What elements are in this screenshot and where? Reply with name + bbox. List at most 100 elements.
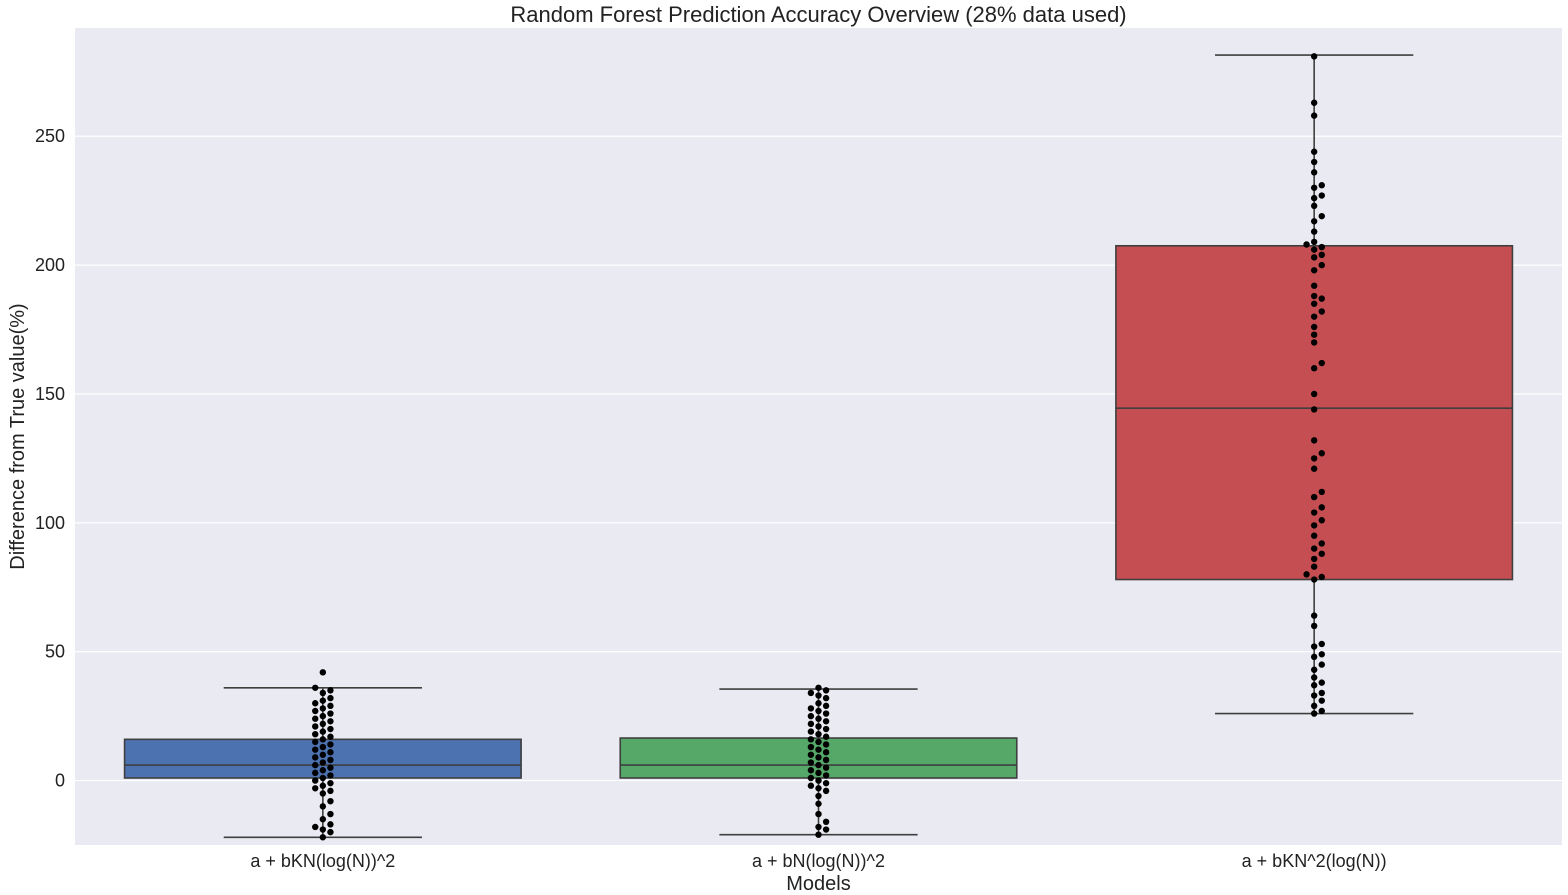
swarm-point [312,700,319,707]
swarm-point [1310,612,1318,619]
swarm-point [1318,450,1325,457]
x-axis-label: Models [786,873,850,895]
swarm-point [822,687,830,694]
swarm-point [1318,212,1325,220]
swarm-point [1310,522,1318,529]
swarm-point [815,692,822,699]
swarm-point [312,684,319,691]
swarm-point [1310,666,1318,673]
swarm-point [1318,488,1325,496]
swarm-point [1310,406,1318,413]
swarm-point [815,707,822,715]
swarm-point [319,834,327,841]
swarm-point [1310,365,1318,372]
swarm-point [1318,251,1325,259]
swarm-point [1310,228,1318,235]
swarm-point [1310,282,1318,289]
swarm-point [815,777,822,784]
swarm-point [312,707,319,715]
swarm-point [1318,504,1325,511]
y-tick-label: 100 [35,513,65,533]
swarm-point [807,736,815,743]
chart-title: Random Forest Prediction Accuracy Overvi… [510,2,1126,27]
swarm-point [1310,493,1318,501]
swarm-point [822,741,830,748]
swarm-point [1318,243,1325,251]
swarm-point [1318,182,1325,189]
swarm-point [327,718,334,725]
swarm-point [1310,563,1318,570]
swarm-point [1310,509,1318,516]
swarm-point [1310,465,1318,472]
y-axis-label: Difference from True value(%) [7,303,29,569]
swarm-point [815,715,822,722]
swarm-point [807,728,815,735]
swarm-point [312,738,319,746]
swarm-point [327,756,334,764]
x-tick-labels: a + bKN(log(N))^2 a + bN(log(N))^2 a + bKN… [250,851,1386,871]
swarm-point [822,756,830,764]
swarm-point [319,826,327,833]
y-tick-label: 150 [35,384,65,404]
swarm-point [822,694,830,702]
swarm-point [1310,169,1318,176]
swarm-point [1310,184,1318,191]
swarm-point [1318,192,1325,199]
swarm-point [815,823,822,831]
swarm-point [327,797,334,805]
swarm-point [822,725,830,733]
swarm-point [312,730,319,738]
swarm-point [815,810,822,818]
swarm-point [312,777,319,784]
swarm-point [815,746,822,753]
swarm-point [327,787,334,795]
swarm-point [822,702,830,710]
swarm-point [1310,267,1318,274]
swarm-point [312,746,319,753]
swarm-point [1310,246,1318,253]
y-tick-label: 50 [45,642,65,662]
swarm-point [319,728,327,735]
swarm-point [319,774,327,782]
swarm-point [319,790,327,797]
swarm-point [807,743,815,751]
swarm-point [1318,640,1325,648]
swarm-point [319,803,327,810]
swarm-point [1303,571,1310,578]
swarm-point [312,769,319,777]
swarm-point [312,823,319,831]
swarm-point [815,684,822,691]
swarm-point [815,723,822,730]
swarm-point [807,767,815,774]
swarm-point [1318,573,1325,581]
swarm-point [1310,238,1318,246]
swarm-point [1310,555,1318,563]
swarm-point [1310,254,1318,261]
swarm-point [319,669,327,676]
swarm-point [327,694,334,702]
y-tick-labels: 0 50 100 150 200 250 [35,126,65,790]
swarm-point [822,710,830,717]
swarm-point [1310,112,1318,119]
swarm-point [807,720,815,728]
swarm-point [1310,202,1318,210]
swarm-point [327,779,334,787]
swarm-point [1318,308,1325,315]
swarm-point [1310,218,1318,225]
y-tick-label: 200 [35,255,65,275]
swarm-point [822,818,830,826]
swarm-point [319,816,327,823]
swarm-point [319,782,327,789]
swarm-point [327,733,334,740]
swarm-point [1310,194,1318,202]
swarm-point [1303,241,1310,248]
swarm-point [1310,390,1318,398]
swarm-point [327,725,334,733]
swarm-point [807,689,815,697]
swarm-point [1310,545,1318,552]
swarm-point [1318,651,1325,658]
x-tick-label: a + bKN(log(N))^2 [250,851,395,871]
swarm-point [1310,702,1318,710]
swarm-point [1318,517,1325,524]
